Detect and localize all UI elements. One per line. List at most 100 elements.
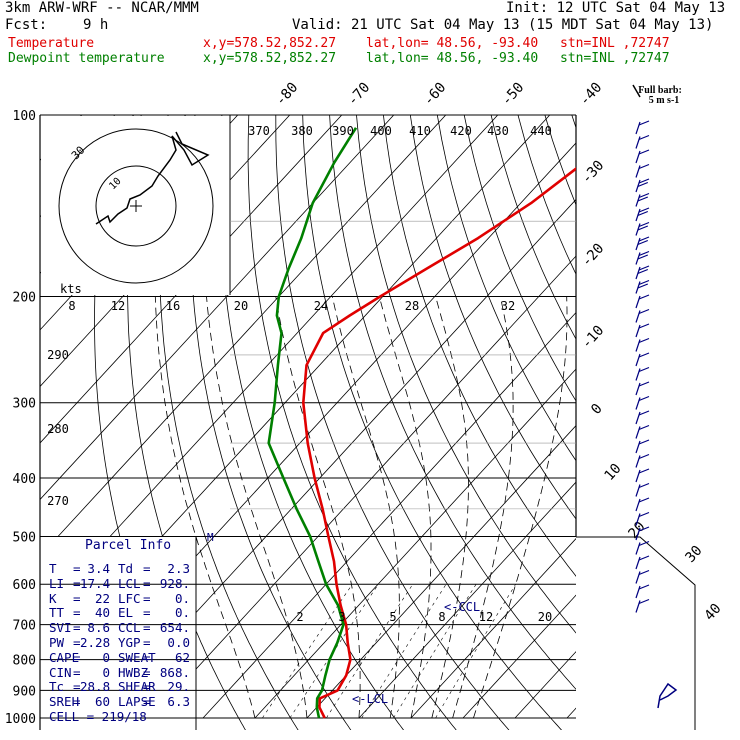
- theta-label: 410: [409, 124, 431, 138]
- theta-left-label: 270: [47, 494, 69, 508]
- parcel-equals: =: [73, 620, 81, 636]
- parcel-value: 28.8: [80, 679, 111, 695]
- parcel-equals: =: [143, 694, 151, 710]
- parcel-box: [40, 537, 196, 730]
- wind-barb: [635, 382, 641, 396]
- mixing-ratio-label: 8: [438, 610, 445, 624]
- model-title: 3km ARW-WRF -- NCAR/MMM: [5, 0, 199, 16]
- theta-label: 440: [530, 124, 552, 138]
- temperature-legend-label: Temperature: [8, 36, 95, 51]
- wind-barb: [638, 468, 650, 474]
- wind-barb: [635, 571, 641, 584]
- dry-adiabat-line: [544, 115, 576, 206]
- parcel-equals: =: [73, 605, 81, 621]
- isotherm-line: [410, 538, 576, 719]
- parcel-key: EL: [118, 605, 134, 621]
- pressure-tick-label: 1000: [5, 712, 36, 727]
- wind-barb: [635, 513, 641, 526]
- wind-barb: [638, 598, 650, 605]
- wind-barb: [635, 600, 641, 613]
- wind-barb: [638, 207, 650, 213]
- wind-barb: [638, 366, 650, 373]
- lower-frame-extension: [576, 536, 696, 730]
- parcel-key: YGP: [118, 635, 141, 650]
- barb-legend-icon: [632, 84, 641, 98]
- wind-barb: [635, 295, 641, 309]
- parcel-key: TT: [49, 605, 65, 621]
- wind-barb: [635, 411, 641, 425]
- parcel-equals: =: [73, 649, 81, 665]
- theta-left-label: 290: [47, 348, 69, 362]
- isotherm-label: -50: [499, 80, 528, 110]
- isotherm-label: -70: [345, 80, 374, 110]
- wind-barb: [637, 254, 649, 260]
- pressure-tick-label: 800: [13, 654, 36, 669]
- parcel-info-panel: Parcel Info T 3.4 Td 2.3 LI 17.4 LCL 928. K 2…: [40, 537, 196, 729]
- parcel-value: 62: [174, 649, 190, 665]
- parcel-value: 0.: [174, 605, 190, 621]
- wind-barb: [638, 555, 650, 561]
- mixed-layer-annotation: M: [207, 531, 214, 544]
- pressure-tick-label: 400: [13, 472, 36, 487]
- wind-barb: [635, 150, 641, 164]
- parcel-key: LFC: [118, 590, 141, 606]
- mixing-ratio-label: 2: [296, 610, 303, 624]
- wind-barb: [638, 134, 650, 141]
- wind-barb: [635, 426, 641, 439]
- pressure-tick-label: 500: [13, 530, 36, 545]
- wind-barb: [635, 484, 641, 497]
- isotherm-line: [566, 707, 576, 719]
- isotherm-line: [40, 115, 499, 614]
- isotherm-label: 10: [601, 461, 624, 484]
- hodograph-speed-label: 28: [405, 299, 419, 313]
- wind-barb: [638, 236, 650, 242]
- dewpoint-legend-label: Dewpoint temperature: [8, 51, 165, 66]
- wind-barb: [638, 149, 650, 155]
- dry-adiabat-line: [490, 115, 576, 340]
- wind-barb: [638, 323, 650, 329]
- wind-barb: [637, 225, 649, 231]
- wind-barb: [637, 283, 649, 289]
- parcel-value: 3.4: [87, 561, 110, 576]
- wind-barb: [638, 120, 650, 126]
- isotherm-line: [619, 115, 740, 718]
- temperature-profile: [302, 167, 576, 719]
- parcel-value: 17.4: [80, 575, 111, 591]
- wind-barb: [635, 353, 641, 367]
- parcel-equals: =: [73, 664, 81, 680]
- wind-barb: [635, 324, 641, 338]
- theta-left-label: 280: [47, 422, 69, 436]
- wind-barb: [637, 196, 649, 202]
- dewpoint-profile: [267, 127, 358, 719]
- parcel-cell: CELL = 219/18: [49, 709, 147, 724]
- parcel-key: SHEAR: [118, 679, 156, 695]
- parcel-key: K: [49, 590, 57, 606]
- parcel-value: 0.0: [167, 635, 190, 650]
- wind-barb: [635, 455, 641, 468]
- wind-barb: [638, 410, 650, 416]
- hodograph-speed-label: 8: [68, 299, 75, 313]
- wind-barb: [635, 136, 641, 149]
- wind-barb: [638, 569, 650, 576]
- moist-adiabat-line: [331, 296, 400, 719]
- mixing-ratio-label: 12: [479, 610, 493, 624]
- hodograph-speed-label: 16: [166, 299, 180, 313]
- parcel-equals: =: [143, 649, 151, 665]
- isotherm-line: [254, 368, 576, 719]
- parcel-key: CAPE: [49, 649, 80, 665]
- dry-adiabat-line: [626, 115, 740, 731]
- parcel-value: 6.3: [167, 694, 190, 710]
- dry-adiabat-line: [159, 115, 299, 730]
- parcel-equals: =: [73, 590, 81, 606]
- parcel-value: 60: [94, 694, 110, 710]
- hodograph-speed-label: 20: [234, 299, 248, 313]
- isotherm-line: [150, 255, 576, 719]
- parcel-value: 868.: [159, 664, 190, 680]
- theta-label: 430: [487, 124, 509, 138]
- parcel-key: Td: [118, 561, 134, 576]
- temperature-coords: x,y=578.52,852.27: [203, 36, 337, 51]
- dry-adiabat-line: [436, 115, 576, 462]
- mixing-ratio-line: [393, 584, 477, 719]
- parcel-equals: =: [143, 561, 151, 576]
